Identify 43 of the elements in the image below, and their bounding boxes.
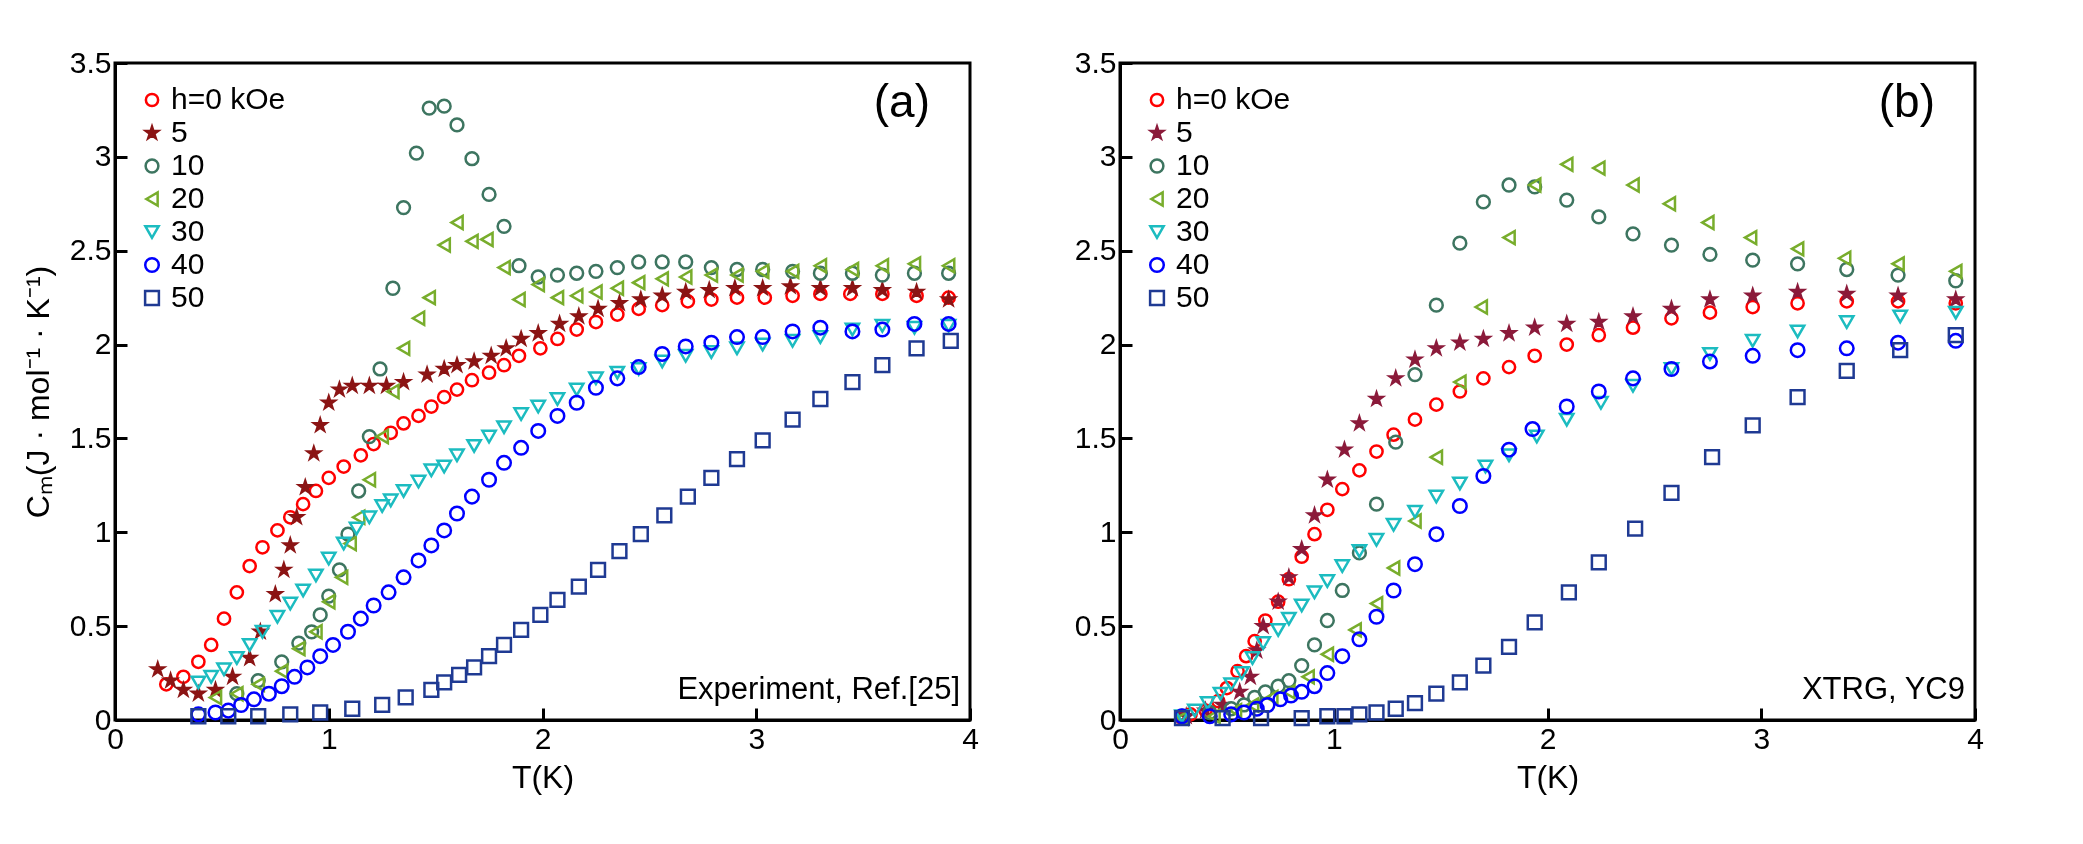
x-axis-title: T(K) [1516,758,1580,795]
legend-label: 5 [171,115,188,148]
legend-label: 20 [1176,181,1210,214]
legend-label: 50 [1176,280,1210,313]
x-axis-title: T(K) [511,758,575,795]
y-tick-label: 2 [1099,327,1117,361]
legend-label: 20 [171,181,205,214]
legend-label: h=0 kOe [171,82,286,115]
annotation: XTRG, YC9 [1801,671,1965,706]
x-tick-label: 4 [1967,721,1984,755]
y-tick-label: 1.5 [69,420,112,454]
x-tick-label: 2 [1539,721,1557,755]
y-tick-label: 1 [94,514,112,548]
x-tick-label: 2 [534,721,552,755]
x-tick-label: 1 [320,721,338,755]
y-tick-label: 1.5 [1074,420,1117,454]
y-tick-label: 3.5 [69,45,112,79]
legend-label: h=0 kOe [1176,82,1291,115]
y-tick-label: 1 [1099,514,1117,548]
y-tick-label: 3 [1099,139,1117,173]
x-tick-label: 3 [1753,721,1771,755]
legend-label: 30 [171,214,205,247]
annotation: (a) [873,75,930,127]
y-tick-label: 2.5 [69,233,112,267]
legend-label: 50 [171,280,205,313]
y-tick-label: 0.5 [69,608,112,642]
legend-label: 10 [171,148,205,181]
legend-label: 40 [1176,247,1210,280]
legend-label: 30 [1176,214,1210,247]
y-tick-label: 2 [94,327,112,361]
y-tick-label: 2.5 [1074,233,1117,267]
x-tick-label: 3 [748,721,766,755]
legend-label: 10 [1176,148,1210,181]
y-axis-title: Cₘ(J · mol⁻¹ · K⁻¹) [19,265,56,519]
y-tick-label: 0.5 [1074,608,1117,642]
x-tick-label: 1 [1325,721,1343,755]
y-tick-label: 3 [94,139,112,173]
legend-label: 40 [171,247,205,280]
legend-label: 5 [1176,115,1193,148]
x-tick-label: 4 [962,721,979,755]
annotation: Experiment, Ref.[25] [677,671,960,706]
annotation: (b) [1878,75,1935,127]
y-tick-label: 3.5 [1074,45,1117,79]
